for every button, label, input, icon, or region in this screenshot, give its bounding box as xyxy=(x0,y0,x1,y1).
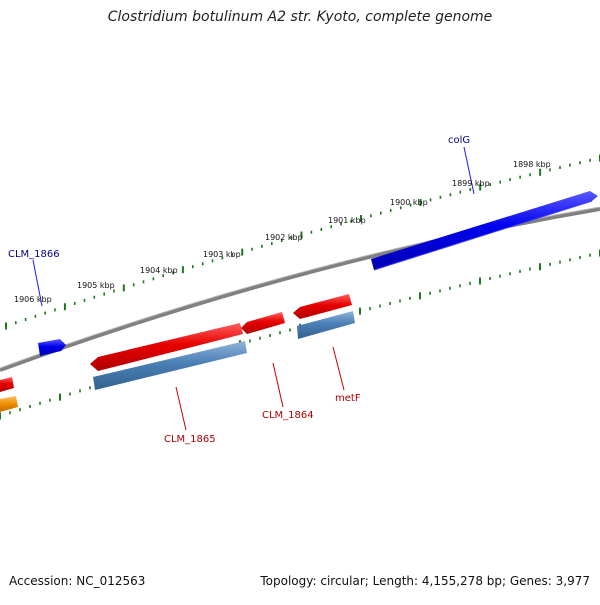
gene-label-colG: colG xyxy=(448,135,470,146)
gene-CLM_1866[interactable] xyxy=(38,339,66,356)
gene-label-CLM_1864: CLM_1864 xyxy=(262,410,314,421)
ruler-tick-label: 1899 kbp xyxy=(452,179,490,188)
leader-metF xyxy=(332,346,345,391)
gene-label-CLM_1865: CLM_1865 xyxy=(164,434,216,445)
cds-metF[interactable] xyxy=(297,311,355,339)
leader-CLM_1866 xyxy=(32,259,43,307)
accession-text: Accession: NC_012563 xyxy=(9,574,146,588)
gene-CLM_1864[interactable] xyxy=(241,312,285,334)
ruler-tick-label: 1902 kbp xyxy=(265,233,303,242)
map-title: Clostridium botulinum A2 str. Kyoto, com… xyxy=(107,9,493,25)
cds-left-edge-orange[interactable] xyxy=(0,396,18,412)
gene-left-edge-red[interactable] xyxy=(0,377,14,392)
ruler-tick-label: 1903 kbp xyxy=(203,250,241,259)
outer-tick-track xyxy=(5,154,600,330)
ruler-tick-label: 1905 kbp xyxy=(77,281,115,290)
leader-CLM_1864 xyxy=(272,362,284,408)
ruler-tick-label: 1900 kbp xyxy=(390,198,428,207)
ruler-tick-label: 1901 kbp xyxy=(328,216,366,225)
gene-metF[interactable] xyxy=(293,294,352,319)
leader-colG xyxy=(463,146,475,195)
gene-label-CLM_1866: CLM_1866 xyxy=(8,249,60,260)
ruler-tick-label: 1904 kbp xyxy=(140,266,178,275)
ruler-tick-label: 1898 kbp xyxy=(513,160,551,169)
gene-colG[interactable] xyxy=(371,191,598,271)
gene-label-metF: metF xyxy=(335,393,361,404)
ruler-tick-label: 1906 kbp xyxy=(14,295,52,304)
gene-CLM_1865[interactable] xyxy=(90,323,243,371)
cds-CLM_1865[interactable] xyxy=(93,341,247,390)
leader-CLM_1865 xyxy=(175,386,187,431)
genome-summary-text: Topology: circular; Length: 4,155,278 bp… xyxy=(260,574,590,588)
